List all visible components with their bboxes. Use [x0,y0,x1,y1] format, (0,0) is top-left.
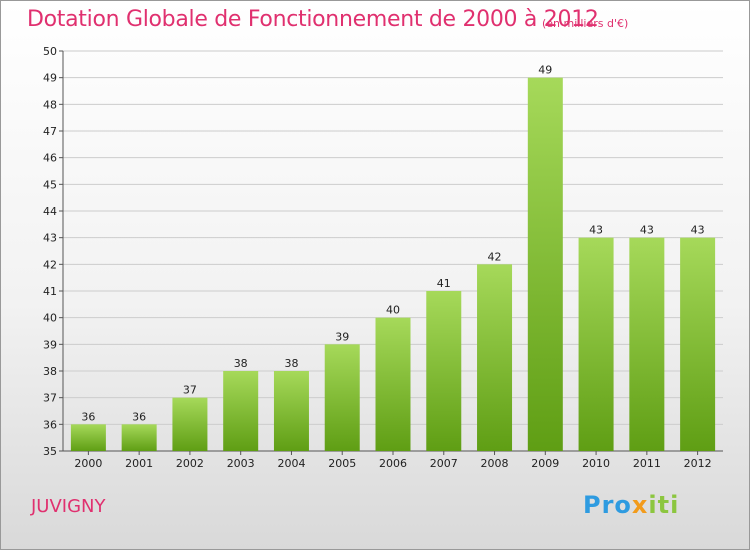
x-tick-label: 2006 [379,457,407,470]
y-tick-label: 35 [43,445,57,458]
x-tick-label: 2007 [430,457,458,470]
bar [477,264,513,451]
bar-value-label: 40 [386,304,400,317]
bar [172,397,208,451]
x-tick-label: 2008 [481,457,509,470]
x-tick-label: 2005 [328,457,356,470]
bar-value-label: 42 [488,250,502,263]
y-tick-label: 43 [43,232,57,245]
chart-title: Dotation Globale de Fonctionnement de 20… [27,7,599,32]
bar-value-label: 43 [640,224,654,237]
bar-value-label: 38 [234,357,248,370]
logo-part-1: Pro [583,491,632,519]
y-tick-label: 41 [43,285,57,298]
bar [121,424,157,451]
bar [629,237,665,451]
x-tick-label: 2000 [74,457,102,470]
y-tick-label: 38 [43,365,57,378]
bar [273,371,309,451]
bar [680,237,716,451]
y-tick-label: 47 [43,125,57,138]
x-tick-label: 2004 [277,457,305,470]
bar-value-label: 43 [589,224,603,237]
bar-value-label: 37 [183,384,197,397]
bar [324,344,360,451]
bar-value-label: 39 [335,330,349,343]
x-tick-label: 2011 [633,457,661,470]
y-tick-label: 37 [43,392,57,405]
y-tick-label: 45 [43,178,57,191]
logo-part-2: x [631,491,649,519]
x-tick-label: 2003 [227,457,255,470]
y-tick-label: 46 [43,152,57,165]
x-tick-label: 2001 [125,457,153,470]
bar [223,371,259,451]
bar [70,424,106,451]
x-tick-label: 2012 [684,457,712,470]
y-tick-label: 48 [43,98,57,111]
bar [578,237,614,451]
labels: 36 36 37 38 38 39 40 41 42 49 43 43 43 [81,64,704,424]
y-tick-label: 36 [43,418,57,431]
y-tick-label: 50 [43,45,57,58]
proxiti-logo[interactable]: Proxiti [583,491,679,519]
y-tick-label: 44 [43,205,57,218]
bar [375,317,411,451]
bar-value-label: 43 [691,224,705,237]
bar-value-label: 36 [81,410,95,423]
logo-part-3: iti [648,491,680,519]
y-tick-label: 42 [43,258,57,271]
y-tick-label: 49 [43,72,57,85]
bar-value-label: 38 [284,357,298,370]
y-tick-label: 40 [43,312,57,325]
bar [426,291,462,451]
commune-name: JUVIGNY [31,496,106,517]
bar-value-label: 49 [538,64,552,77]
x-tick-label: 2009 [531,457,559,470]
bar-value-label: 41 [437,277,451,290]
bar [527,77,563,452]
bars [70,77,716,452]
bar-value-label: 36 [132,410,146,423]
y-tick-label: 39 [43,338,57,351]
x-tick-label: 2002 [176,457,204,470]
x-tick-label: 2010 [582,457,610,470]
unit-label: (en milliers d'€) [542,17,629,30]
